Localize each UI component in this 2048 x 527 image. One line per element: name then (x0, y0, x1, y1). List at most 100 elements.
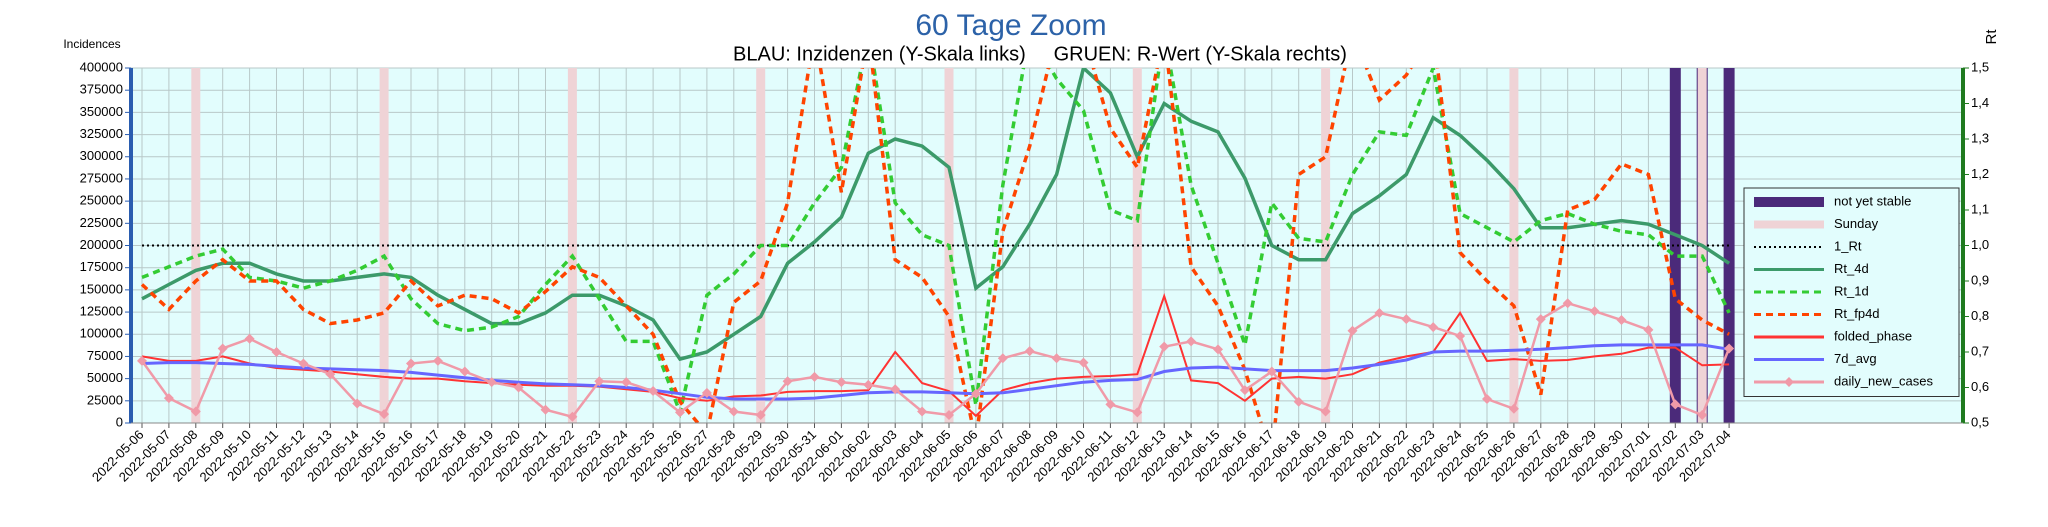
y2-tick-label: 0,6 (1971, 379, 1989, 394)
y2-tick-label: 0,9 (1971, 272, 1989, 287)
marker (1105, 399, 1116, 410)
marker (836, 377, 847, 388)
marker (1697, 410, 1708, 421)
marker (1428, 322, 1439, 333)
y-tick-label: 275000 (80, 170, 123, 185)
marker (1159, 341, 1170, 352)
dashed-line (140, 68, 1730, 423)
marker (137, 355, 147, 366)
marker (1320, 406, 1331, 417)
y-tick-label: 375000 (80, 82, 123, 97)
y2-tick-label: 1,1 (1971, 201, 1989, 216)
marker (163, 393, 174, 404)
y2-tick-label: 0,5 (1971, 414, 1989, 429)
marker (190, 406, 201, 417)
chart-subtitle: BLAU: Inzidenzen (Y-Skala links) GRUEN: … (733, 43, 1347, 65)
marker (1616, 315, 1627, 326)
legend-label: Rt_fp4d (1834, 306, 1880, 321)
legend-label: 1_Rt (1834, 238, 1862, 253)
marker (701, 387, 712, 398)
marker (1186, 336, 1197, 347)
y-tick-label: 25000 (87, 392, 123, 407)
legend-label: not yet stable (1834, 193, 1911, 208)
marker (1293, 396, 1304, 407)
legend-label: Rt_1d (1834, 283, 1869, 298)
legend-swatch (1754, 197, 1824, 207)
marker (890, 384, 901, 395)
bar (191, 68, 201, 423)
y-tick-label: 325000 (80, 126, 123, 141)
y-tick-label: 200000 (80, 237, 123, 252)
marker (1213, 344, 1223, 355)
y-tick-label: 250000 (80, 193, 123, 208)
marker (809, 371, 820, 382)
marker (1589, 306, 1600, 317)
y-tick-label: 350000 (80, 104, 123, 119)
marker (1374, 307, 1385, 318)
y-tick-label: 400000 (80, 59, 123, 74)
marker (1132, 407, 1143, 418)
marker (1508, 403, 1519, 414)
y2-tick-label: 1,0 (1971, 237, 1989, 252)
y2-tick-label: 1,2 (1971, 166, 1989, 181)
marker (1535, 314, 1546, 325)
marker (1482, 394, 1492, 405)
marker (567, 411, 578, 422)
marker (997, 353, 1008, 364)
y2-tick-label: 1,4 (1971, 95, 1989, 110)
y2-tick-label: 1,3 (1971, 130, 1989, 145)
marker (352, 398, 363, 409)
marker (1562, 298, 1573, 309)
y-tick-label: 0 (116, 414, 123, 429)
marker (1724, 343, 1735, 354)
marker (1078, 357, 1089, 368)
marker (459, 366, 470, 377)
marker (325, 369, 336, 380)
legend-marker (1784, 377, 1794, 387)
legend-label: 7d_avg (1834, 351, 1877, 366)
y2-tick-label: 0,7 (1971, 343, 1989, 358)
y-tick-label: 75000 (87, 348, 123, 363)
line (141, 68, 1731, 362)
marker (406, 358, 416, 369)
bar (1321, 68, 1331, 423)
marker (944, 410, 954, 421)
marker (432, 355, 443, 366)
marker (486, 377, 497, 388)
marker (917, 406, 928, 417)
y2-tick-label: 0,8 (1971, 308, 1989, 323)
marker (1024, 346, 1035, 357)
bar (379, 68, 389, 423)
marker (594, 376, 605, 387)
y-tick-label: 125000 (80, 304, 123, 319)
legend-label: Rt_4d (1834, 261, 1869, 276)
marker (675, 407, 685, 418)
y-tick-label: 225000 (80, 215, 123, 230)
marker (1401, 314, 1412, 325)
y2-axis-label: Rt (1983, 29, 2000, 45)
marker (728, 406, 739, 417)
marker (1266, 366, 1277, 377)
chart-title: 60 Tage Zoom (915, 9, 1106, 42)
plot-series (137, 68, 1735, 423)
marker (863, 379, 874, 390)
y-axis-label: Incidences (63, 37, 120, 51)
marker (513, 382, 524, 393)
marker (271, 347, 282, 357)
marker (217, 343, 228, 354)
y-tick-label: 50000 (87, 370, 123, 385)
marker (970, 388, 981, 399)
marker (298, 358, 309, 369)
marker (648, 386, 659, 397)
legend-label: folded_phase (1834, 328, 1912, 343)
marker (1643, 324, 1654, 335)
y-tick-label: 150000 (80, 281, 123, 296)
legend-swatch (1754, 220, 1824, 229)
line (140, 301, 1731, 419)
marker (1239, 385, 1250, 396)
marker (1455, 331, 1466, 342)
y-tick-label: 100000 (80, 326, 123, 341)
y-tick-label: 175000 (80, 259, 123, 274)
line (141, 292, 1730, 418)
marker (379, 409, 390, 420)
